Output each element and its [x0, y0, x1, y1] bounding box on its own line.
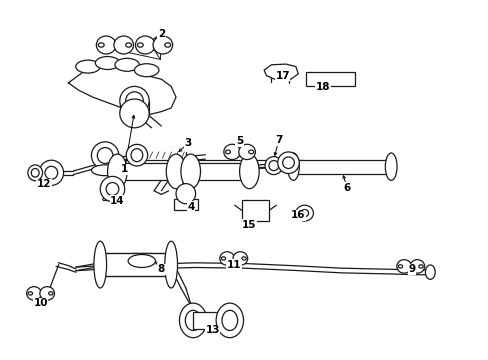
Ellipse shape: [31, 168, 39, 177]
Ellipse shape: [91, 165, 119, 176]
Ellipse shape: [216, 303, 243, 338]
Ellipse shape: [128, 255, 155, 267]
Ellipse shape: [295, 205, 313, 221]
Ellipse shape: [222, 310, 237, 330]
Ellipse shape: [241, 257, 245, 260]
Ellipse shape: [45, 166, 58, 179]
Ellipse shape: [97, 148, 113, 163]
Text: 14: 14: [110, 196, 124, 206]
Ellipse shape: [185, 310, 201, 330]
Text: 12: 12: [37, 179, 51, 189]
Bar: [117, 163, 176, 180]
Ellipse shape: [114, 36, 133, 54]
Ellipse shape: [26, 287, 41, 300]
Ellipse shape: [96, 36, 116, 54]
Ellipse shape: [76, 60, 100, 73]
Ellipse shape: [282, 157, 294, 168]
Text: 15: 15: [242, 220, 256, 230]
Ellipse shape: [287, 153, 299, 180]
Bar: [293, 160, 390, 174]
Ellipse shape: [239, 154, 259, 189]
Text: 17: 17: [275, 71, 289, 81]
Ellipse shape: [166, 154, 185, 189]
Ellipse shape: [221, 257, 225, 260]
Text: 5: 5: [236, 136, 243, 147]
Ellipse shape: [277, 152, 299, 174]
Ellipse shape: [39, 160, 63, 185]
Bar: [173, 199, 198, 210]
Ellipse shape: [49, 292, 53, 295]
Ellipse shape: [120, 99, 149, 128]
Ellipse shape: [300, 210, 308, 217]
Ellipse shape: [126, 144, 147, 166]
Ellipse shape: [120, 86, 149, 115]
Text: 11: 11: [226, 260, 241, 270]
Text: 7: 7: [274, 135, 282, 145]
Bar: [242, 200, 268, 221]
Ellipse shape: [397, 265, 402, 268]
Ellipse shape: [94, 241, 106, 288]
Ellipse shape: [95, 57, 120, 69]
Ellipse shape: [40, 287, 55, 300]
Ellipse shape: [131, 149, 142, 162]
Text: 16: 16: [290, 210, 305, 220]
Ellipse shape: [28, 292, 32, 295]
Text: 9: 9: [407, 264, 414, 274]
Ellipse shape: [248, 150, 253, 154]
Text: 2: 2: [158, 29, 164, 39]
Ellipse shape: [418, 265, 422, 268]
Ellipse shape: [219, 252, 234, 265]
Ellipse shape: [134, 64, 159, 77]
Text: 1: 1: [121, 164, 128, 174]
Polygon shape: [264, 64, 298, 80]
Ellipse shape: [164, 43, 170, 47]
Ellipse shape: [396, 260, 410, 273]
Ellipse shape: [106, 183, 119, 195]
Ellipse shape: [153, 36, 172, 54]
Ellipse shape: [232, 252, 247, 265]
Text: 6: 6: [343, 183, 350, 193]
Ellipse shape: [100, 176, 124, 202]
Ellipse shape: [28, 165, 42, 181]
Ellipse shape: [385, 153, 396, 180]
Bar: [305, 72, 354, 86]
Text: 13: 13: [205, 325, 220, 336]
Text: 8: 8: [158, 264, 164, 274]
Ellipse shape: [115, 58, 139, 71]
Ellipse shape: [425, 265, 434, 279]
Bar: [193, 312, 229, 329]
Ellipse shape: [179, 303, 206, 338]
Ellipse shape: [225, 150, 230, 154]
Ellipse shape: [238, 144, 255, 159]
Bar: [190, 163, 249, 180]
Ellipse shape: [125, 43, 131, 47]
Ellipse shape: [181, 154, 200, 189]
Ellipse shape: [125, 92, 143, 110]
Ellipse shape: [137, 43, 143, 47]
Ellipse shape: [98, 43, 104, 47]
Text: 3: 3: [184, 138, 191, 148]
Text: 10: 10: [33, 298, 48, 308]
Ellipse shape: [107, 154, 127, 189]
Ellipse shape: [409, 260, 424, 273]
Ellipse shape: [164, 241, 177, 288]
Ellipse shape: [176, 184, 195, 204]
Ellipse shape: [224, 144, 240, 159]
Text: 18: 18: [315, 82, 329, 92]
Ellipse shape: [91, 142, 119, 169]
Bar: [100, 253, 171, 276]
Ellipse shape: [135, 36, 155, 54]
Text: 4: 4: [186, 202, 194, 212]
Ellipse shape: [268, 161, 278, 171]
Ellipse shape: [264, 157, 282, 175]
